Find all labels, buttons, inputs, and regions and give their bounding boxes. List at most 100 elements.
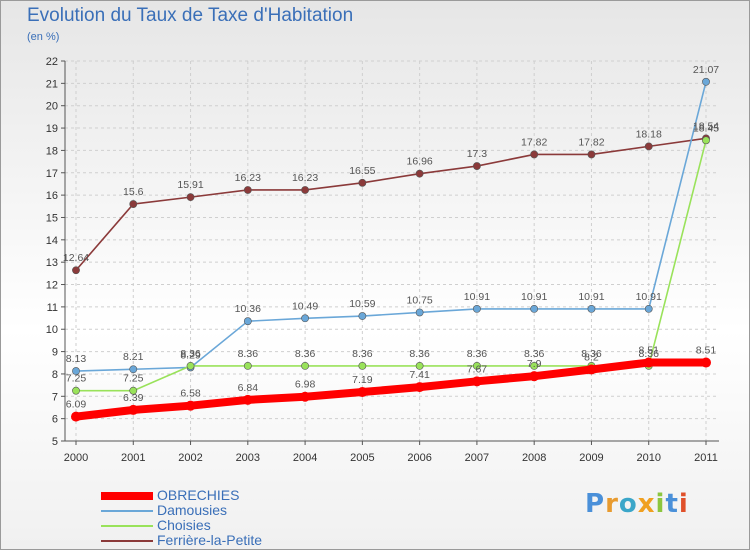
data-point [243,317,252,326]
legend-item-obrechies: OBRECHIES [101,487,331,503]
x-tick-label: 2011 [694,452,718,464]
data-label: 16.23 [292,172,318,184]
data-point [243,186,252,194]
data-label: 8.36 [639,348,660,360]
logo-letter: P [585,489,606,519]
data-label: 8.2 [584,351,599,363]
logo-letter: i [655,489,666,519]
data-label: 10.49 [292,300,318,312]
data-label: 18.18 [636,128,662,140]
data-label: 8.29 [180,349,201,361]
series-line-ferrière-la-petite [75,137,707,272]
data-point [129,386,138,395]
data-point [358,312,367,320]
data-point [530,361,539,370]
data-point [414,382,425,393]
data-point [71,411,81,422]
data-label: 10.75 [406,294,432,306]
data-label: 6.39 [123,392,144,404]
data-label: 16.23 [235,172,261,184]
proxiti-logo: Proxiti [585,489,689,519]
legend-swatch [101,525,153,527]
legend-swatch [101,492,153,500]
chart-subtitle: (en %) [27,31,60,43]
data-label: 16.96 [406,156,432,168]
y-tick-label: 15 [46,212,58,224]
data-label: 15.6 [123,186,144,198]
data-label: 8.51 [696,345,717,357]
data-point [644,304,653,313]
data-point [243,361,252,370]
data-point [301,186,309,194]
data-point [415,308,424,317]
legend-label: OBRECHIES [157,487,240,503]
data-label: 7.67 [467,363,488,375]
data-label: 7.9 [527,358,542,370]
logo-letter: x [637,489,656,519]
data-label: 6.58 [180,388,201,400]
series-line-damousies [75,80,707,372]
data-point [701,357,711,368]
x-tick-label: 2008 [522,452,546,464]
x-tick-label: 2010 [636,452,660,464]
data-label: 8.21 [123,351,144,363]
data-point [587,304,596,313]
y-tick-label: 7 [52,391,58,403]
legend-label: Choisies [157,517,211,533]
data-point [415,169,424,178]
y-tick-label: 22 [46,56,58,68]
plot-area [65,61,719,441]
data-point [529,371,540,382]
data-point [72,386,80,395]
data-point [129,200,138,208]
data-point [72,367,80,375]
x-tick-label: 2003 [236,452,260,464]
data-label: 8.36 [581,348,602,360]
y-tick-label: 17 [46,168,58,180]
y-tick-label: 10 [46,324,58,336]
data-point [415,361,424,370]
data-point [129,365,138,374]
x-tick-label: 2006 [407,452,431,464]
data-point [72,266,80,275]
y-tick-label: 5 [52,436,58,448]
logo-letter: r [605,489,619,519]
data-label: 15.91 [177,179,203,191]
data-label: 8.36 [295,348,316,360]
data-point [301,361,309,370]
data-label: 16.55 [349,165,375,177]
legend-item-damousies: Damousies [101,502,331,518]
data-point [358,178,367,187]
data-label: 6.84 [238,382,259,394]
logo-letter: t [665,489,679,519]
y-tick-label: 20 [46,101,58,113]
data-label: 8.36 [352,348,373,360]
legend-swatch [101,540,153,542]
y-tick-label: 19 [46,123,58,135]
data-point [128,404,139,415]
data-point [185,400,196,411]
data-point [587,150,596,159]
data-label: 6.98 [295,379,316,391]
legend-label: Ferrière-la-Petite [157,532,263,548]
chart-title: Evolution du Taux de Taxe d'Habitation [27,5,354,26]
x-tick-label: 2004 [293,452,317,464]
y-tick-label: 13 [46,257,58,269]
data-point [702,136,710,145]
data-point [357,387,368,398]
x-tick-label: 2002 [178,452,202,464]
data-label: 10.59 [349,298,375,310]
y-tick-label: 18 [46,145,58,157]
data-label: 10.91 [521,291,547,303]
data-label: 6.09 [66,399,87,411]
y-tick-label: 8 [52,369,58,381]
data-label: 8.13 [66,353,87,365]
data-label: 7.19 [352,374,373,386]
data-label: 17.82 [521,136,547,148]
data-point [586,364,597,375]
data-point [473,304,481,313]
logo-letter: i [678,489,689,519]
y-tick-label: 21 [46,78,58,90]
